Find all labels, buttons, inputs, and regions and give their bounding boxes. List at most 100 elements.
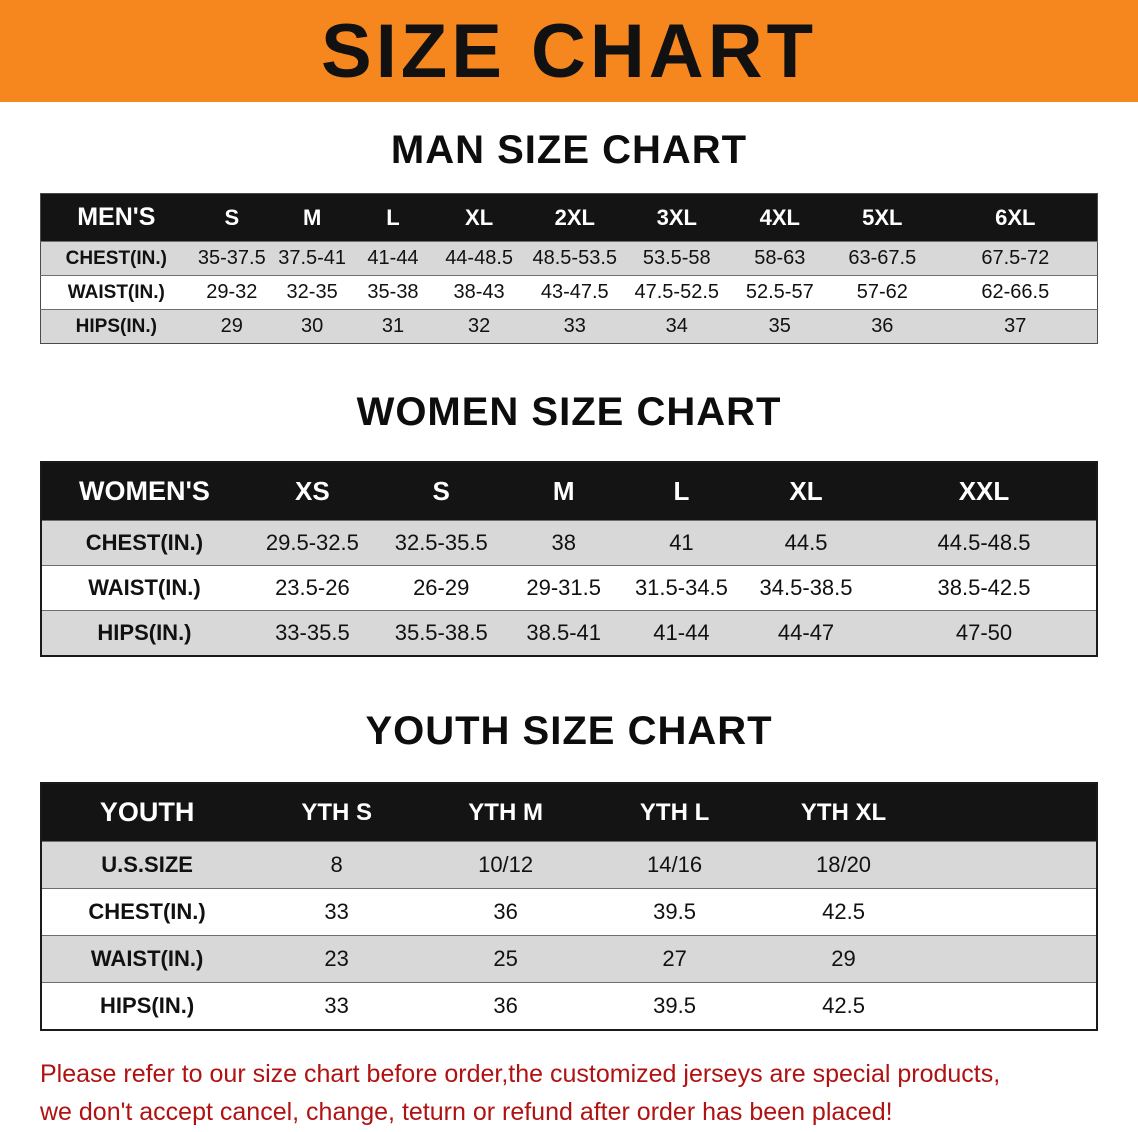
youth-size-table-wrap: YOUTH YTH S YTH M YTH L YTH XL U.S.SIZE … (40, 782, 1098, 1031)
column-header: YTH S (301, 798, 372, 826)
size-chart-banner: SIZE CHART (0, 0, 1138, 102)
women-size-table-wrap: WOMEN'S XS S M L XL XXL CHEST(IN.) 29.5-… (40, 461, 1098, 657)
disclaimer-line: we don't accept cancel, change, teturn o… (40, 1098, 893, 1126)
men-table-group-label: MEN'S (77, 203, 156, 231)
size-cell: 29-32 (191, 275, 272, 310)
table-row: WAIST(IN.) 29-32 32-35 35-38 38-43 43-47… (40, 275, 1098, 310)
size-cell: 35 (728, 309, 832, 344)
size-cell: 23.5-26 (246, 565, 378, 611)
youth-size-chart-heading: YOUTH SIZE CHART (365, 709, 773, 753)
row-label: CHEST(IN.) (41, 520, 247, 566)
men-size-table: MEN'S S M L XL 2XL 3XL 4XL 5XL 6XL CHEST… (40, 193, 1098, 344)
size-cell: 47-50 (872, 610, 1097, 656)
women-table-group-label: WOMEN'S (78, 476, 210, 506)
spacer-cell (928, 935, 1097, 983)
size-cell: 39.5 (590, 888, 760, 936)
size-cell: 63-67.5 (831, 241, 934, 276)
banner-title: SIZE CHART (321, 8, 817, 94)
size-cell: 42.5 (759, 982, 928, 1030)
women-table-header-row: WOMEN'S XS S M L XL XXL (41, 462, 1097, 521)
disclaimer: Please refer to our size chart before or… (40, 1055, 1098, 1131)
row-label: WAIST(IN.) (40, 275, 192, 310)
man-size-chart-heading: MAN SIZE CHART (390, 128, 748, 172)
size-cell: 26-29 (377, 565, 505, 611)
row-label: CHEST(IN.) (40, 241, 192, 276)
column-header: 4XL (759, 204, 800, 230)
column-header: L (673, 476, 690, 506)
size-cell: 38.5-42.5 (872, 565, 1097, 611)
column-header: XS (295, 476, 330, 506)
size-cell: 41 (622, 520, 741, 566)
size-cell: 32.5-35.5 (377, 520, 505, 566)
size-cell: 33-35.5 (246, 610, 378, 656)
size-cell: 33 (252, 982, 422, 1030)
men-table-header-row: MEN'S S M L XL 2XL 3XL 4XL 5XL 6XL (40, 193, 1098, 242)
size-cell: 42.5 (759, 888, 928, 936)
row-label: WAIST(IN.) (41, 565, 247, 611)
size-cell: 31 (352, 309, 434, 344)
size-cell: 43-47.5 (524, 275, 625, 310)
size-cell: 23 (252, 935, 422, 983)
size-cell: 52.5-57 (728, 275, 832, 310)
size-cell: 36 (421, 888, 591, 936)
size-cell: 53.5-58 (624, 241, 729, 276)
table-row: U.S.SIZE 8 10/12 14/16 18/20 (41, 841, 1097, 889)
table-row: HIPS(IN.) 33 36 39.5 42.5 (41, 982, 1097, 1030)
size-cell: 44.5-48.5 (872, 520, 1097, 566)
youth-table-group-label: YOUTH (99, 797, 195, 827)
women-size-table: WOMEN'S XS S M L XL XXL CHEST(IN.) 29.5-… (40, 461, 1098, 657)
size-cell: 30 (271, 309, 353, 344)
size-cell: 35-38 (352, 275, 434, 310)
size-cell: 35.5-38.5 (377, 610, 505, 656)
size-cell: 38-43 (433, 275, 525, 310)
size-cell: 48.5-53.5 (524, 241, 625, 276)
size-cell: 44.5 (740, 520, 873, 566)
table-row: WAIST(IN.) 23.5-26 26-29 29-31.5 31.5-34… (41, 565, 1097, 611)
row-label: HIPS(IN.) (40, 309, 192, 344)
table-row: HIPS(IN.) 33-35.5 35.5-38.5 38.5-41 41-4… (41, 610, 1097, 656)
row-label: HIPS(IN.) (41, 610, 247, 656)
size-cell: 31.5-34.5 (622, 565, 741, 611)
size-cell: 29 (191, 309, 272, 344)
column-header: 3XL (656, 204, 697, 230)
size-cell: 37.5-41 (271, 241, 353, 276)
column-header: 5XL (862, 204, 903, 230)
size-cell: 33 (524, 309, 625, 344)
youth-size-table: YOUTH YTH S YTH M YTH L YTH XL U.S.SIZE … (40, 782, 1098, 1031)
size-cell: 57-62 (831, 275, 934, 310)
size-cell: 10/12 (421, 841, 591, 889)
size-cell: 34.5-38.5 (740, 565, 873, 611)
row-label: WAIST(IN.) (41, 935, 253, 983)
column-header: YTH M (468, 798, 543, 826)
column-header: XL (789, 476, 823, 506)
women-size-chart-heading: WOMEN SIZE CHART (356, 390, 782, 434)
table-row: CHEST(IN.) 33 36 39.5 42.5 (41, 888, 1097, 936)
column-header: XL (465, 204, 494, 230)
column-header: 2XL (554, 204, 595, 230)
column-header: L (386, 204, 400, 230)
size-cell: 34 (624, 309, 729, 344)
column-header: M (302, 204, 322, 230)
size-cell: 36 (421, 982, 591, 1030)
size-cell: 29 (759, 935, 928, 983)
size-cell: 62-66.5 (933, 275, 1098, 310)
size-cell: 36 (831, 309, 934, 344)
row-label: U.S.SIZE (41, 841, 253, 889)
spacer-cell (928, 888, 1097, 936)
table-row: WAIST(IN.) 23 25 27 29 (41, 935, 1097, 983)
size-cell: 41-44 (352, 241, 434, 276)
size-cell: 8 (252, 841, 422, 889)
size-cell: 25 (421, 935, 591, 983)
size-cell: 18/20 (759, 841, 928, 889)
men-size-table-wrap: MEN'S S M L XL 2XL 3XL 4XL 5XL 6XL CHEST… (40, 193, 1098, 344)
size-cell: 38.5-41 (504, 610, 623, 656)
size-cell: 33 (252, 888, 422, 936)
size-cell: 27 (590, 935, 760, 983)
disclaimer-line: Please refer to our size chart before or… (40, 1060, 1001, 1088)
column-header: XXL (958, 476, 1010, 506)
size-cell: 29.5-32.5 (246, 520, 378, 566)
size-cell: 44-47 (740, 610, 873, 656)
row-label: HIPS(IN.) (41, 982, 253, 1030)
spacer-cell (928, 982, 1097, 1030)
size-cell: 29-31.5 (504, 565, 623, 611)
